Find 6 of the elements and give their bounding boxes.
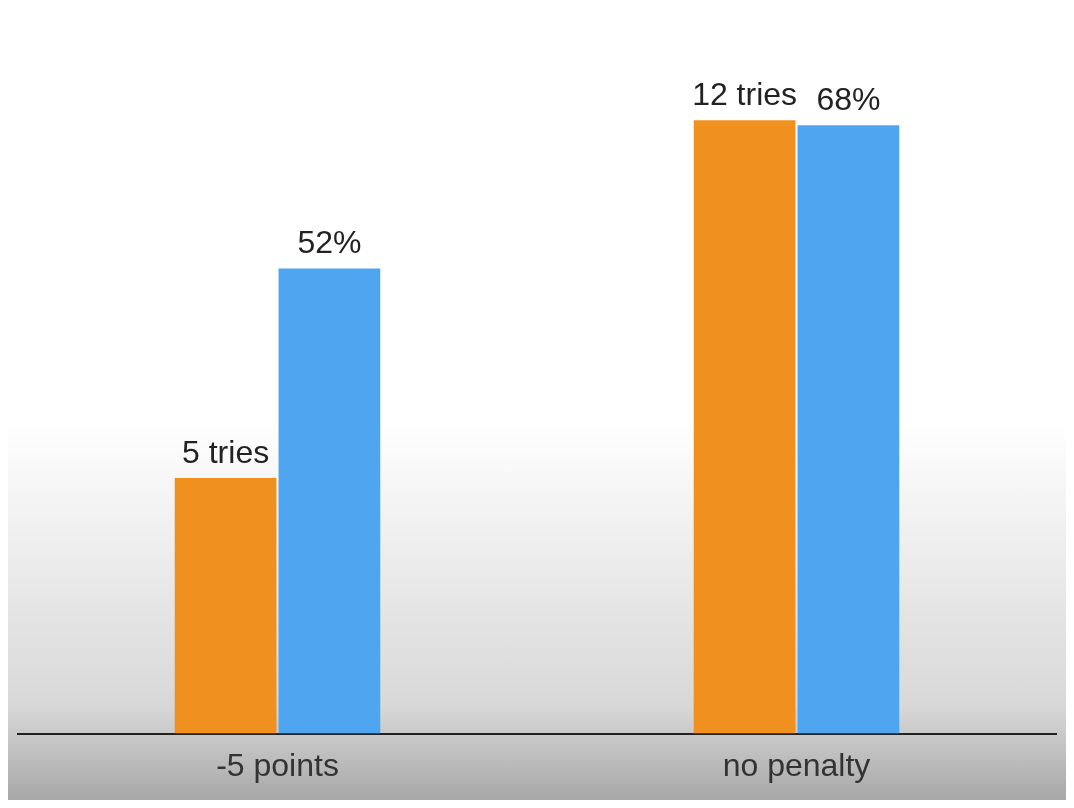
data-label: 12 tries xyxy=(692,76,798,113)
data-label: 52% xyxy=(297,224,362,261)
x-tick-label: -5 points xyxy=(216,746,339,783)
data-label: 5 tries xyxy=(182,433,270,470)
x-tick-label: no penalty xyxy=(722,746,871,783)
data-label: 68% xyxy=(816,81,881,118)
